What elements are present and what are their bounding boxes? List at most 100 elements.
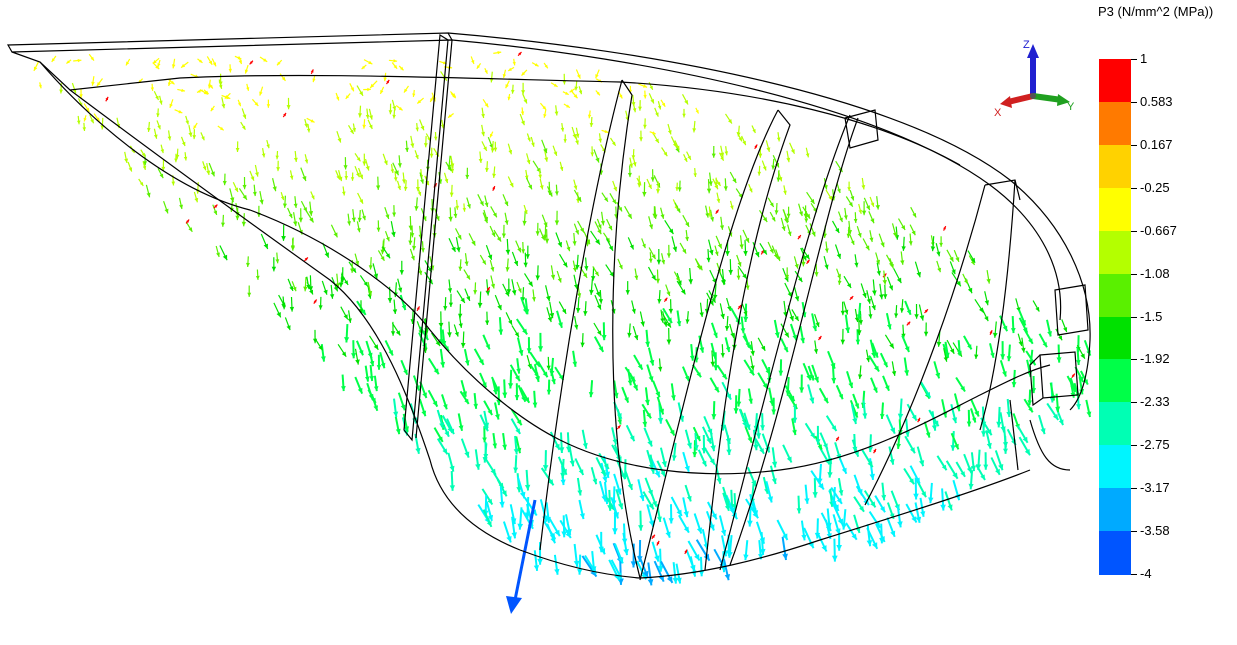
stress-vector-head [524, 484, 531, 491]
stress-vector-head [836, 253, 841, 259]
stress-vector-head [82, 127, 86, 131]
stress-vector-head [661, 102, 666, 107]
stress-vector-head [524, 512, 531, 519]
stress-vector-head [826, 533, 832, 539]
stress-vector-head [369, 360, 375, 367]
stress-vector-head [1024, 448, 1030, 456]
stress-vector-head [350, 268, 355, 273]
stress-vector-head [388, 110, 393, 115]
stress-vector-head [617, 425, 621, 429]
legend-tick [1131, 488, 1137, 490]
stress-vector-head [897, 521, 903, 528]
stress-vector-head [1022, 327, 1028, 333]
stress-vector-head [572, 133, 577, 139]
stress-vector-head [866, 298, 871, 304]
stress-vector-head [356, 228, 361, 233]
stress-vector-head [355, 359, 360, 365]
stress-vector-head [835, 228, 840, 233]
stress-vector-head [984, 300, 989, 306]
stress-vector-head [511, 532, 517, 539]
stress-vector-head [318, 345, 323, 351]
legend-label: -0.25 [1140, 179, 1170, 195]
stress-vector-head [483, 425, 488, 432]
stress-vector-head [817, 478, 823, 484]
stress-vector-head [823, 397, 828, 404]
legend-label: -1.08 [1140, 265, 1170, 281]
stress-vector-head [855, 339, 861, 345]
stress-vector-head [758, 553, 764, 560]
stress-vector-head [841, 467, 847, 474]
stress-vector-head [486, 287, 490, 291]
stress-vector-head [710, 217, 715, 222]
stress-vector-head [755, 433, 762, 439]
stress-vector-head [438, 322, 444, 328]
stress-vector-head [549, 532, 556, 540]
stress-vector-head [252, 191, 257, 197]
stress-vector-head [521, 249, 526, 254]
stress-vector-head [455, 205, 459, 210]
stress-vector-head [496, 236, 502, 242]
stress-vector-head [967, 344, 972, 350]
stress-vector-head [949, 348, 955, 354]
stress-vector-head [846, 283, 852, 288]
stress-vector-head [640, 321, 645, 327]
stress-vector-head [146, 192, 151, 198]
stress-vector-head [497, 51, 502, 55]
stress-vector-head [280, 196, 285, 201]
stress-vector-head [471, 60, 475, 64]
stress-vector-head [639, 494, 645, 501]
stress-vector-head [750, 365, 755, 371]
stress-vector-head [1010, 328, 1016, 334]
stress-vector-head [439, 339, 444, 345]
stress-vector-head [683, 526, 689, 533]
stress-vector-head [986, 429, 992, 436]
stress-vector-head [896, 443, 901, 449]
stress-vector-head [350, 129, 354, 134]
stress-vector-head [214, 204, 218, 208]
stress-vector-head [743, 310, 748, 316]
stress-vector-head [423, 334, 429, 340]
stress-vector-head [657, 105, 662, 110]
stress-vector-head [692, 452, 698, 458]
stress-vector-head [668, 518, 674, 524]
stress-vector-head [598, 138, 602, 143]
stress-vector-head [771, 409, 777, 415]
stress-vector-head [541, 235, 545, 241]
stress-vector-head [789, 315, 794, 322]
stress-vector-head [362, 161, 367, 166]
stress-vector-head [643, 94, 647, 99]
stress-vector-head [359, 309, 364, 314]
stress-vector-head [752, 511, 759, 519]
stress-vector-head [263, 243, 268, 249]
legend-swatch [1099, 230, 1131, 275]
stress-vector-head [560, 479, 566, 486]
stress-vector-head [862, 292, 867, 298]
stress-vector-head [762, 166, 767, 171]
stress-vector-head [880, 242, 885, 248]
stress-vector-field [33, 51, 1092, 614]
stress-vector-head [1011, 382, 1017, 388]
stress-vector-head [242, 194, 247, 200]
stress-vector-head [627, 332, 632, 338]
stress-vector-head [397, 185, 401, 190]
stress-vector-head [577, 196, 582, 202]
stress-vector-head [537, 558, 543, 565]
stress-vector-head [848, 382, 854, 388]
stress-vector-head [79, 94, 83, 99]
stress-vector-head [361, 309, 366, 315]
stress-vector-head [983, 464, 989, 470]
stress-vector-head [676, 577, 682, 584]
stress-vector-head [738, 305, 741, 309]
stress-vector-head [491, 232, 496, 237]
stress-vector-head [575, 140, 579, 145]
stress-vector-head [856, 330, 862, 336]
stress-vector-head [850, 196, 855, 201]
stress-vector-head [520, 111, 525, 116]
stress-vector-head [711, 414, 717, 420]
stress-vector-head [254, 102, 259, 106]
stress-vector-head [911, 230, 916, 236]
stress-vector-head [675, 187, 679, 191]
stress-vector-head [528, 281, 533, 287]
stress-vector-head [720, 353, 725, 358]
